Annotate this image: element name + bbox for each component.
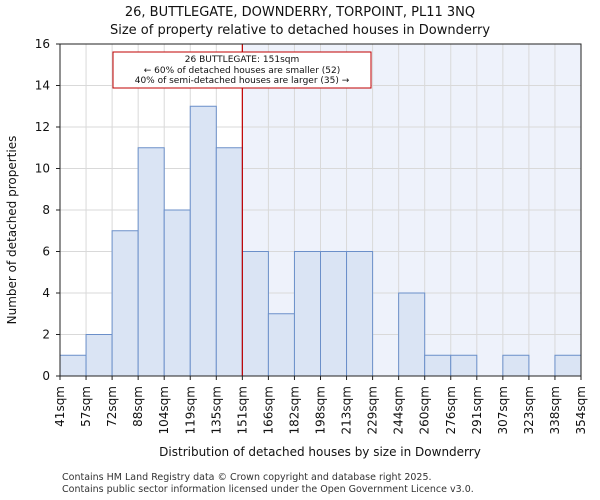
y-tick-label: 14 bbox=[35, 79, 50, 93]
y-tick-label: 12 bbox=[35, 120, 50, 134]
x-tick-label: 104sqm bbox=[157, 386, 171, 434]
annotation-line-3: 40% of semi-detached houses are larger (… bbox=[135, 76, 350, 86]
y-tick-label: 4 bbox=[42, 286, 50, 300]
x-tick-label: 307sqm bbox=[496, 386, 510, 434]
x-axis-ticks: 41sqm 57sqm 72sqm 88sqm 104sqm 119sqm 135sqm 15… bbox=[53, 376, 588, 434]
bars-group bbox=[59, 105, 582, 377]
x-tick-label: 213sqm bbox=[340, 386, 354, 434]
x-tick-label: 276sqm bbox=[444, 386, 458, 434]
x-tick-label: 41sqm bbox=[53, 386, 67, 427]
bar bbox=[111, 230, 139, 377]
x-tick-label: 119sqm bbox=[183, 386, 197, 434]
bar bbox=[320, 251, 348, 377]
y-axis-ticks: 0 2 4 6 8 10 12 14 16 bbox=[35, 37, 60, 383]
y-tick-label: 6 bbox=[42, 245, 50, 259]
x-tick-label: 88sqm bbox=[131, 386, 145, 427]
bar bbox=[398, 292, 426, 377]
bar bbox=[554, 354, 582, 377]
y-tick-label: 10 bbox=[35, 162, 50, 176]
x-tick-label: 323sqm bbox=[522, 386, 536, 434]
bar bbox=[59, 354, 87, 377]
annotation-frame bbox=[112, 51, 372, 89]
x-tick-label: 135sqm bbox=[209, 386, 223, 434]
x-tick-label: 57sqm bbox=[79, 386, 93, 427]
x-tick-label: 229sqm bbox=[366, 386, 380, 434]
x-tick-label: 338sqm bbox=[548, 386, 562, 434]
bar bbox=[85, 334, 113, 377]
y-tick-label: 8 bbox=[42, 203, 50, 217]
x-axis-label: Distribution of detached houses by size … bbox=[159, 445, 481, 459]
annotation-box: 26 BUTTLEGATE: 151sqm ← 60% of detached … bbox=[112, 51, 372, 89]
y-tick-label: 16 bbox=[35, 37, 50, 51]
bar bbox=[424, 354, 452, 377]
annotation-line-1: 26 BUTTLEGATE: 151sqm bbox=[185, 55, 299, 65]
bar bbox=[293, 251, 322, 377]
bar bbox=[267, 313, 295, 377]
bar bbox=[215, 147, 243, 377]
bar bbox=[163, 209, 191, 377]
y-tick-label: 0 bbox=[42, 369, 50, 383]
x-tick-label: 166sqm bbox=[261, 386, 275, 434]
bar bbox=[450, 354, 478, 377]
x-tick-label: 260sqm bbox=[418, 386, 432, 434]
x-tick-label: 198sqm bbox=[314, 386, 328, 434]
annotation-line-2: ← 60% of detached houses are smaller (52… bbox=[144, 66, 341, 76]
x-tick-label: 244sqm bbox=[392, 386, 406, 434]
bar bbox=[137, 147, 165, 377]
bar bbox=[346, 251, 374, 377]
footer-line-2: Contains public sector information licen… bbox=[62, 484, 474, 495]
x-tick-label: 291sqm bbox=[470, 386, 484, 434]
chart-title: 26, BUTTLEGATE, DOWNDERRY, TORPOINT, PL1… bbox=[125, 5, 475, 20]
x-tick-label: 72sqm bbox=[105, 386, 119, 427]
chart-subtitle: Size of property relative to detached ho… bbox=[110, 23, 490, 38]
footer-line-1: Contains HM Land Registry data © Crown c… bbox=[62, 472, 432, 483]
bar bbox=[241, 251, 269, 377]
x-tick-label: 354sqm bbox=[574, 386, 588, 434]
y-tick-label: 2 bbox=[42, 328, 50, 342]
x-tick-label: 182sqm bbox=[287, 386, 301, 434]
y-axis-label: Number of detached properties bbox=[5, 136, 19, 325]
bar bbox=[189, 105, 217, 377]
bar bbox=[502, 354, 530, 377]
x-tick-label: 151sqm bbox=[235, 386, 249, 434]
